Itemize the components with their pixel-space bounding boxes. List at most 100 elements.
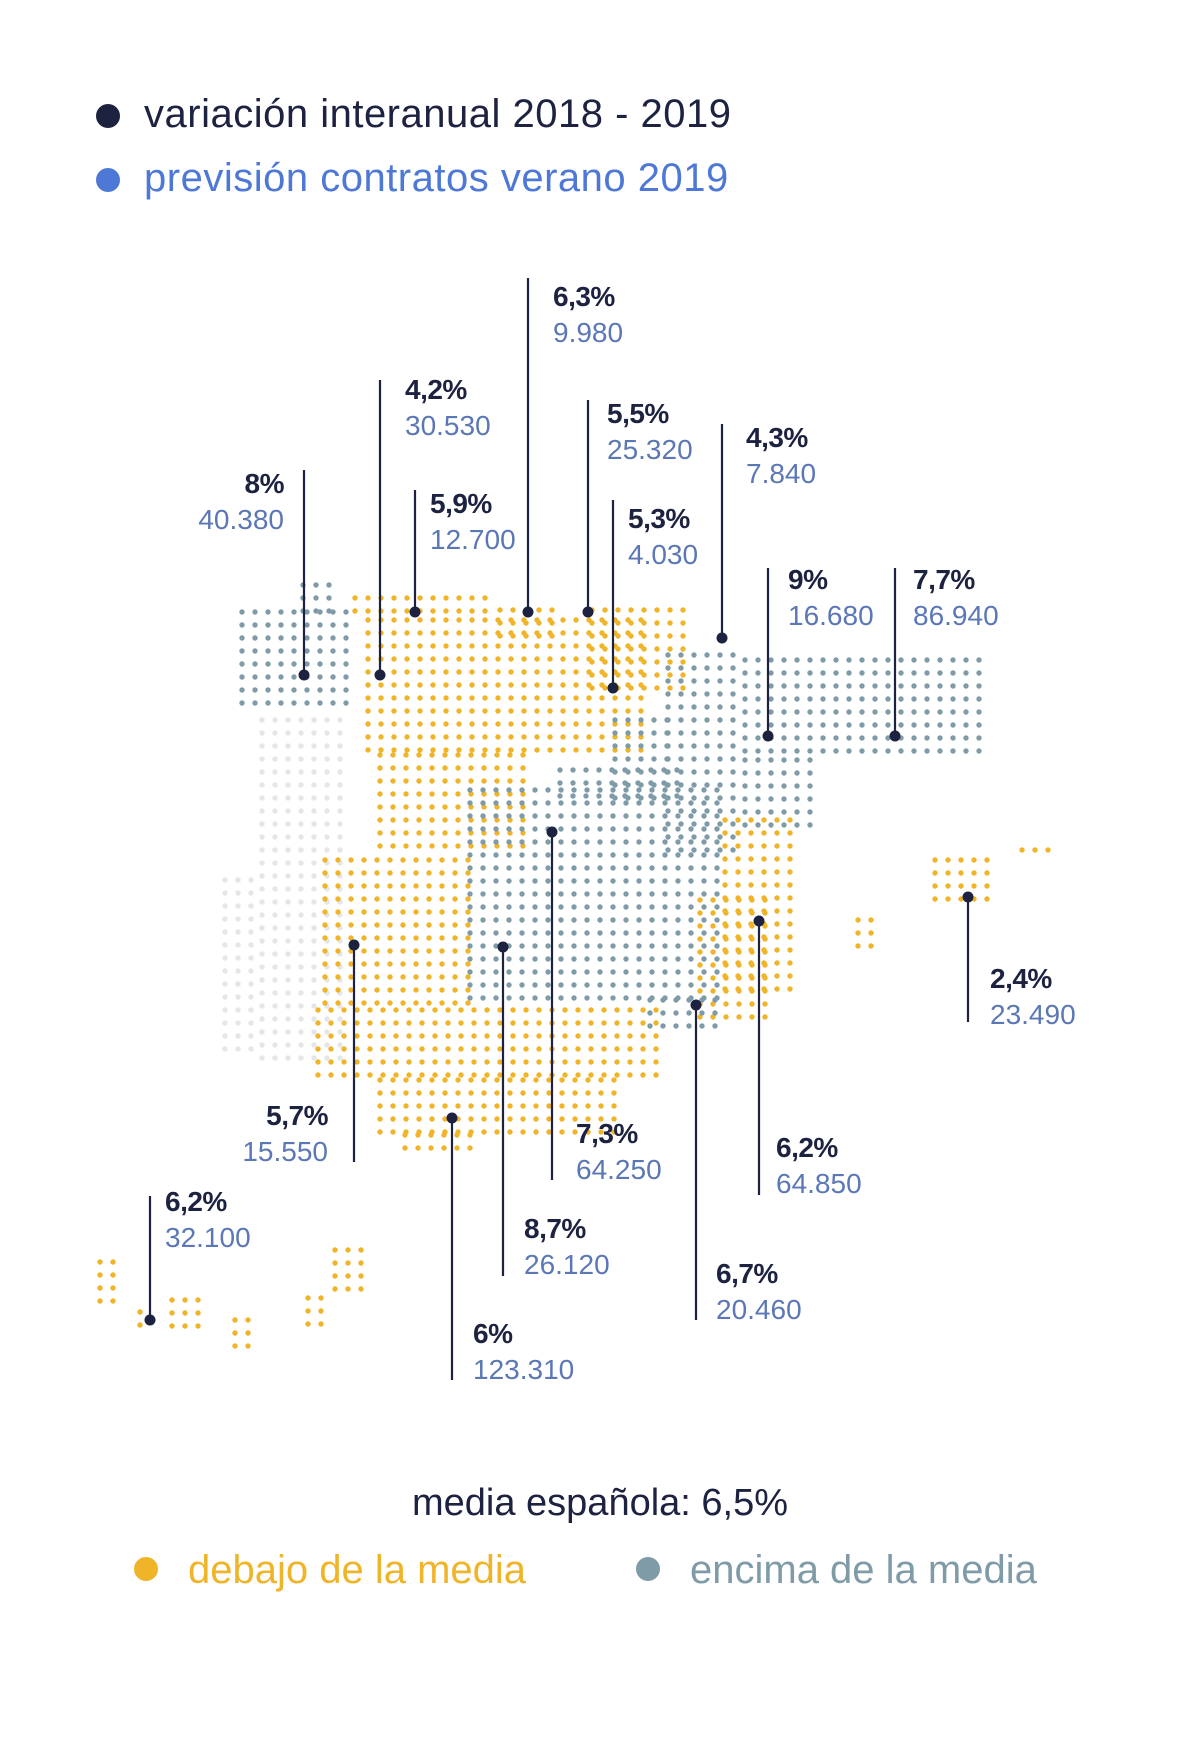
map-dot bbox=[717, 743, 723, 749]
map-dot bbox=[598, 1090, 604, 1096]
map-dot bbox=[610, 995, 616, 1001]
map-dot bbox=[932, 896, 938, 902]
map-dot bbox=[678, 769, 684, 775]
map-dot bbox=[365, 734, 371, 740]
map-dot bbox=[467, 865, 473, 871]
map-dot bbox=[341, 1033, 347, 1039]
map-dot bbox=[508, 721, 514, 727]
map-dot bbox=[649, 982, 655, 988]
map-dot bbox=[519, 943, 525, 949]
map-dot bbox=[239, 674, 245, 680]
map-dot bbox=[558, 956, 564, 962]
map-dot bbox=[455, 752, 461, 758]
map-dot bbox=[761, 856, 767, 862]
map-dot bbox=[378, 695, 384, 701]
map-dot bbox=[560, 721, 566, 727]
map-dot bbox=[599, 695, 605, 701]
map-dot bbox=[547, 643, 553, 649]
map-dot bbox=[298, 834, 304, 840]
map-dot bbox=[521, 643, 527, 649]
map-dot bbox=[403, 791, 409, 797]
map-dot bbox=[688, 787, 694, 793]
map-dot bbox=[859, 722, 865, 728]
map-dot bbox=[259, 912, 265, 918]
map-dot bbox=[701, 852, 707, 858]
map-dot bbox=[859, 735, 865, 741]
map-dot bbox=[272, 873, 278, 879]
map-dot bbox=[640, 1072, 646, 1078]
map-dot bbox=[285, 847, 291, 853]
map-dot bbox=[688, 956, 694, 962]
map-dot bbox=[534, 734, 540, 740]
map-dot bbox=[481, 1103, 487, 1109]
map-dot bbox=[597, 956, 603, 962]
map-dot bbox=[653, 1059, 659, 1065]
map-dot bbox=[648, 767, 654, 773]
map-dot bbox=[439, 948, 445, 954]
map-dot bbox=[872, 670, 878, 676]
map-dot bbox=[638, 730, 644, 736]
map-dot bbox=[558, 800, 564, 806]
map-dot bbox=[584, 878, 590, 884]
map-dot bbox=[335, 857, 341, 863]
map-dot bbox=[612, 708, 618, 714]
map-dot bbox=[665, 704, 671, 710]
map-dot bbox=[322, 961, 328, 967]
map-dot bbox=[222, 890, 228, 896]
map-dot bbox=[507, 1116, 513, 1122]
map-dot bbox=[748, 817, 754, 823]
map-dot bbox=[625, 708, 631, 714]
legend-above-label: encima de la media bbox=[690, 1548, 1037, 1592]
map-dot bbox=[704, 652, 710, 658]
map-dot bbox=[506, 800, 512, 806]
map-dot bbox=[665, 652, 671, 658]
map-dot bbox=[361, 857, 367, 863]
map-dot bbox=[610, 930, 616, 936]
map-dot bbox=[586, 734, 592, 740]
map-dot bbox=[443, 608, 449, 614]
map-dot bbox=[885, 735, 891, 741]
map-dot bbox=[413, 974, 419, 980]
map-dot bbox=[402, 1145, 408, 1151]
map-dot bbox=[781, 822, 787, 828]
legend-dark-dot bbox=[96, 104, 120, 128]
map-dot bbox=[597, 839, 603, 845]
map-dot bbox=[348, 883, 354, 889]
map-dot bbox=[846, 683, 852, 689]
map-dot bbox=[859, 748, 865, 754]
map-dot bbox=[480, 943, 486, 949]
map-dot bbox=[235, 955, 241, 961]
map-dot bbox=[653, 1033, 659, 1039]
map-dot bbox=[390, 1116, 396, 1122]
map-dot bbox=[723, 923, 729, 929]
map-dot bbox=[495, 721, 501, 727]
map-dot bbox=[610, 969, 616, 975]
map-dot bbox=[615, 620, 621, 626]
map-dot bbox=[417, 630, 423, 636]
map-dot bbox=[742, 822, 748, 828]
map-dot bbox=[662, 969, 668, 975]
map-dot bbox=[426, 909, 432, 915]
map-dot bbox=[519, 813, 525, 819]
map-dot bbox=[761, 843, 767, 849]
map-dot bbox=[609, 767, 615, 773]
map-dot bbox=[651, 717, 657, 723]
map-dot bbox=[704, 691, 710, 697]
map-dot bbox=[532, 878, 538, 884]
map-dot bbox=[380, 1046, 386, 1052]
map-dot bbox=[532, 917, 538, 923]
map-dot bbox=[755, 796, 761, 802]
map-dot bbox=[298, 912, 304, 918]
map-dot bbox=[664, 756, 670, 762]
map-dot bbox=[259, 1042, 265, 1048]
map-dot bbox=[950, 735, 956, 741]
map-dot bbox=[265, 609, 271, 615]
map-dot bbox=[298, 886, 304, 892]
map-dot bbox=[348, 987, 354, 993]
map-dot bbox=[415, 1132, 421, 1138]
map-dot bbox=[636, 956, 642, 962]
map-dot bbox=[452, 857, 458, 863]
variation-value: 5,9% bbox=[430, 488, 492, 519]
map-dot bbox=[717, 665, 723, 671]
map-dot bbox=[735, 856, 741, 862]
